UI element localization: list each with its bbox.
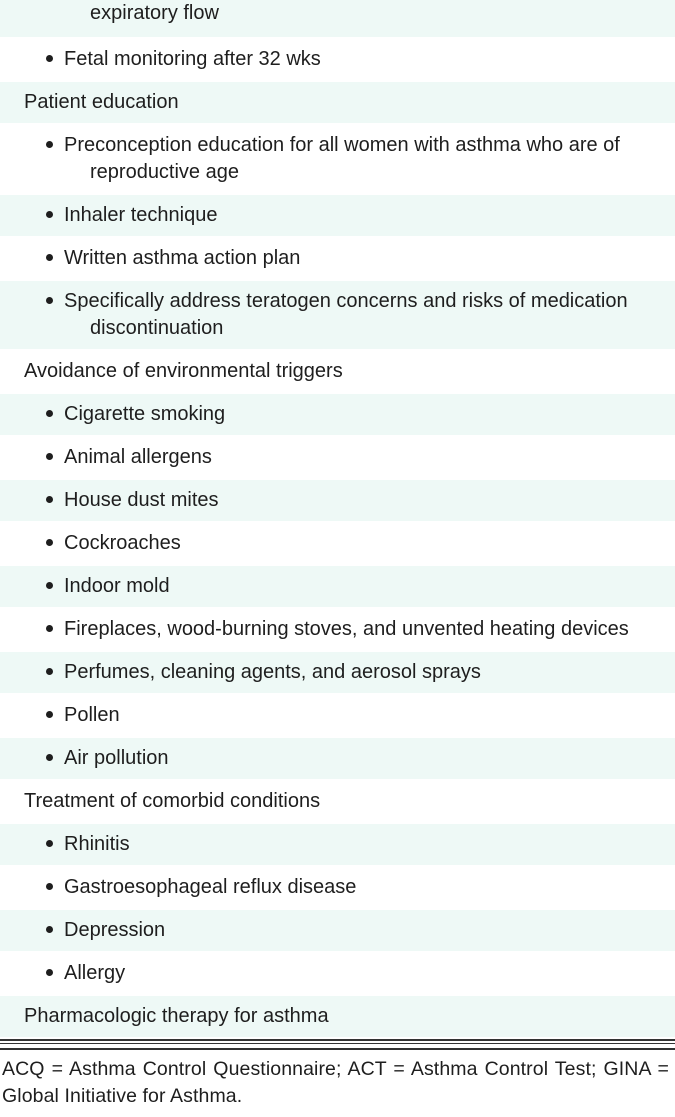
list-item-text: Allergy — [64, 962, 125, 984]
list-item: House dust mites — [0, 480, 675, 523]
content-table: expiratory flow Fetal monitoring after 32… — [0, 0, 675, 1039]
list-item-text: Preconception education for all women wi… — [64, 132, 665, 186]
list-item: Indoor mold — [0, 566, 675, 609]
list-item-text: Cockroaches — [64, 532, 181, 554]
list-item-text: Perfumes, cleaning agents, and aerosol s… — [64, 661, 481, 683]
list-item: Fetal monitoring after 32 wks — [0, 39, 675, 82]
list-item: Rhinitis — [0, 824, 675, 867]
list-item-text: Written asthma action plan — [64, 247, 300, 269]
heading-text: Avoidance of environmental triggers — [24, 360, 343, 382]
continuation-text: expiratory flow — [90, 2, 219, 24]
list-item-text: Animal allergens — [64, 446, 212, 468]
list-item: Air pollution — [0, 738, 675, 781]
heading-text: Patient education — [24, 91, 179, 113]
list-item: Written asthma action plan — [0, 238, 675, 281]
heading-text: Pharmacologic therapy for asthma — [24, 1005, 329, 1027]
list-item: Inhaler technique — [0, 195, 675, 238]
list-item: Fireplaces, wood-burning stoves, and unv… — [0, 609, 675, 652]
list-item-text: Gastroesophageal reflux disease — [64, 876, 356, 898]
section-heading: Treatment of comorbid conditions — [0, 781, 675, 824]
list-item-text: Cigarette smoking — [64, 403, 225, 425]
section-heading: Patient education — [0, 82, 675, 125]
footnote-text: ACQ = Asthma Control Questionnaire; ACT … — [0, 1050, 675, 1117]
list-item-text: Depression — [64, 919, 165, 941]
list-item: Allergy — [0, 953, 675, 996]
list-item: Specifically address teratogen concerns … — [0, 281, 675, 351]
list-item: Cockroaches — [0, 523, 675, 566]
list-item-text: Specifically address teratogen concerns … — [64, 288, 665, 342]
list-item: Gastroesophageal reflux disease — [0, 867, 675, 910]
list-item-text: Air pollution — [64, 747, 169, 769]
list-item-text: Rhinitis — [64, 833, 130, 855]
list-item: Pollen — [0, 695, 675, 738]
list-item-continuation: expiratory flow — [0, 0, 675, 39]
list-item-text: Pollen — [64, 704, 120, 726]
list-item: Depression — [0, 910, 675, 953]
list-item: Cigarette smoking — [0, 394, 675, 437]
section-heading: Pharmacologic therapy for asthma — [0, 996, 675, 1039]
list-item-text: Fetal monitoring after 32 wks — [64, 48, 321, 70]
list-item-text: House dust mites — [64, 489, 219, 511]
list-item-text: Fireplaces, wood-burning stoves, and unv… — [64, 616, 665, 643]
list-item-text: Inhaler technique — [64, 204, 217, 226]
section-heading: Avoidance of environmental triggers — [0, 351, 675, 394]
list-item: Animal allergens — [0, 437, 675, 480]
list-item-text: Indoor mold — [64, 575, 170, 597]
list-item: Preconception education for all women wi… — [0, 125, 675, 195]
heading-text: Treatment of comorbid conditions — [24, 790, 320, 812]
list-item: Perfumes, cleaning agents, and aerosol s… — [0, 652, 675, 695]
table-bottom-divider — [0, 1039, 675, 1050]
